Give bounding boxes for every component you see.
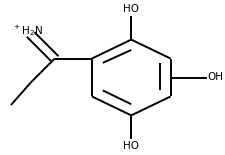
Text: HO: HO <box>123 4 139 14</box>
Text: OH: OH <box>207 73 223 82</box>
Text: HO: HO <box>123 141 139 151</box>
Text: $^+$H$_2$N: $^+$H$_2$N <box>12 24 43 38</box>
